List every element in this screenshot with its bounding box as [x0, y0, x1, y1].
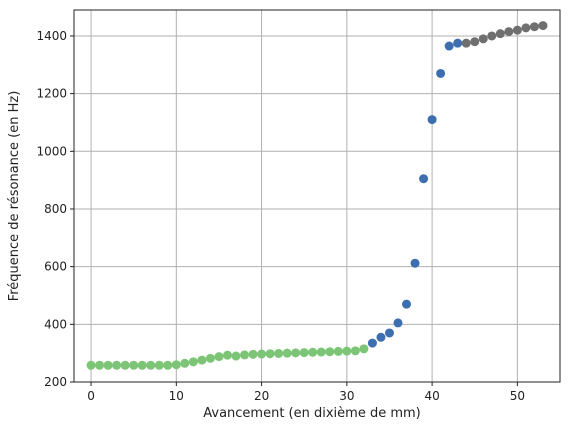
- y-tick-label: 1400: [36, 29, 67, 43]
- x-tick-label: 0: [87, 389, 95, 403]
- data-point-series-1: [180, 358, 190, 368]
- data-point-series-3: [538, 21, 548, 31]
- x-tick-label: 20: [254, 389, 269, 403]
- data-point-series-3: [478, 34, 488, 44]
- plot-frame: [73, 9, 561, 383]
- data-point-series-3: [512, 25, 522, 35]
- data-point-series-1: [240, 350, 250, 360]
- data-point-series-1: [248, 349, 258, 359]
- data-point-series-3: [521, 23, 531, 33]
- data-point-series-2: [444, 41, 454, 51]
- data-point-series-1: [265, 349, 275, 359]
- data-point-series-1: [299, 348, 309, 358]
- data-point-series-1: [154, 360, 164, 370]
- y-tick-label: 800: [44, 202, 67, 216]
- data-point-series-3: [495, 29, 505, 39]
- x-tick-label: 40: [424, 389, 439, 403]
- data-point-series-2: [402, 299, 412, 309]
- y-tick-label: 200: [44, 375, 67, 389]
- data-point-series-1: [163, 360, 173, 370]
- data-point-series-1: [171, 360, 181, 370]
- data-point-series-1: [120, 360, 130, 370]
- data-point-series-1: [257, 349, 267, 359]
- grid: [74, 10, 560, 383]
- data-point-series-1: [188, 357, 198, 367]
- data-point-series-1: [350, 346, 360, 356]
- data-point-series-1: [231, 351, 241, 361]
- data-point-series-2: [384, 328, 394, 338]
- data-point-series-1: [146, 360, 156, 370]
- x-axis-label: Avancement (en dixième de mm): [203, 406, 421, 421]
- data-point-series-3: [504, 27, 514, 37]
- data-point-series-2: [427, 115, 437, 125]
- data-point-series-1: [103, 360, 113, 370]
- data-point-series-2: [367, 338, 377, 348]
- axis-ticks: 0 10 20 30 40 50 200 400 600 800 1000 1200 1400: [36, 29, 525, 403]
- data-point-series-1: [325, 347, 335, 357]
- x-tick-label: 30: [339, 389, 354, 403]
- data-point-series-1: [86, 360, 96, 370]
- data-point-series-1: [342, 346, 352, 356]
- data-point-series-1: [282, 348, 292, 358]
- data-point-series-1: [308, 347, 318, 357]
- data-point-series-2: [376, 332, 386, 342]
- data-point-series-3: [470, 37, 480, 47]
- x-tick-label: 50: [510, 389, 525, 403]
- data-point-series-2: [410, 258, 420, 268]
- data-point-series-1: [291, 348, 301, 358]
- data-point-series-3: [487, 31, 497, 41]
- data-point-series-3: [529, 22, 539, 32]
- data-point-series-1: [112, 360, 122, 370]
- data-point-series-2: [453, 38, 463, 48]
- data-point-series-3: [461, 38, 471, 48]
- y-axis-label: Fréquence de résonance (en Hz): [7, 91, 22, 302]
- data-point-series-1: [205, 353, 215, 363]
- data-point-series-1: [359, 344, 369, 354]
- y-tick-label: 1200: [36, 87, 67, 101]
- y-tick-label: 600: [44, 260, 67, 274]
- data-point-series-1: [129, 360, 139, 370]
- data-point-series-2: [419, 174, 429, 184]
- data-point-series-2: [436, 68, 446, 78]
- data-point-series-1: [333, 346, 343, 356]
- data-point-series-1: [316, 347, 326, 357]
- y-tick-label: 400: [44, 317, 67, 331]
- x-tick-label: 10: [169, 389, 184, 403]
- data-point-series-1: [214, 352, 224, 362]
- data-point-series-1: [222, 350, 232, 360]
- data-points: [86, 21, 548, 370]
- data-point-series-1: [137, 360, 147, 370]
- data-point-series-1: [95, 360, 105, 370]
- data-point-series-2: [393, 318, 403, 328]
- data-point-series-1: [197, 355, 207, 365]
- y-tick-label: 1000: [36, 144, 67, 158]
- data-point-series-1: [274, 348, 284, 358]
